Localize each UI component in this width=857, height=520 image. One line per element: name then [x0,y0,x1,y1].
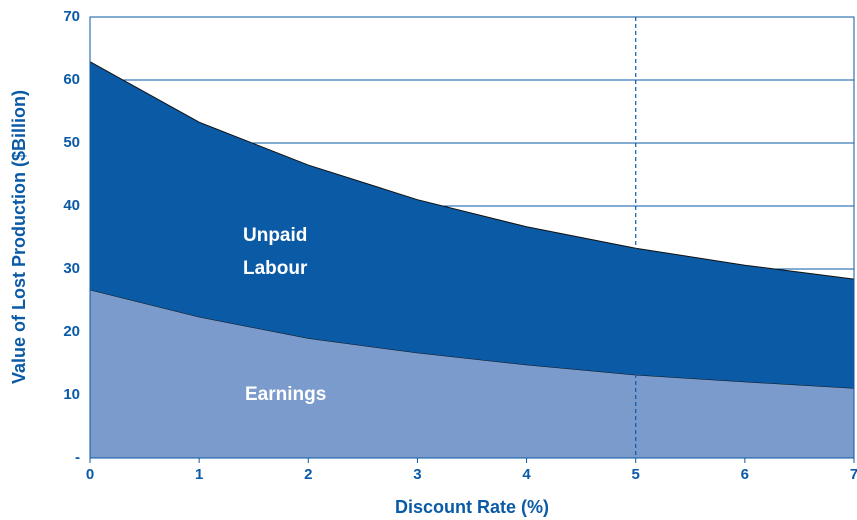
x-tick-label: 6 [741,466,749,483]
area-label: Earnings [245,384,327,405]
y-tick-label: 40 [63,197,80,214]
y-tick-label: 60 [63,71,80,88]
y-tick-label: 70 [63,8,80,25]
area-label: Unpaid Labour [243,225,308,279]
y-axis-title: Value of Lost Production ($Billion) [9,90,29,384]
y-tick-label: 20 [63,323,80,340]
x-tick-label: 0 [86,466,94,483]
x-tick-label: 7 [850,466,857,483]
x-axis-title: Discount Rate (%) [395,497,549,517]
y-tick-label: - [75,449,80,466]
x-tick-label: 5 [632,466,640,483]
y-tick-label: 30 [63,260,80,277]
y-tick-label: 50 [63,134,80,151]
x-tick-label: 1 [195,466,203,483]
area [90,289,854,458]
area-edge [89,61,855,280]
x-tick-label: 3 [413,466,421,483]
area-edge [89,289,855,389]
x-tick-label: 4 [522,466,531,483]
area [90,61,854,389]
x-tick-label: 2 [304,466,312,483]
y-tick-label: 10 [63,386,80,403]
plot-frame [89,16,855,459]
